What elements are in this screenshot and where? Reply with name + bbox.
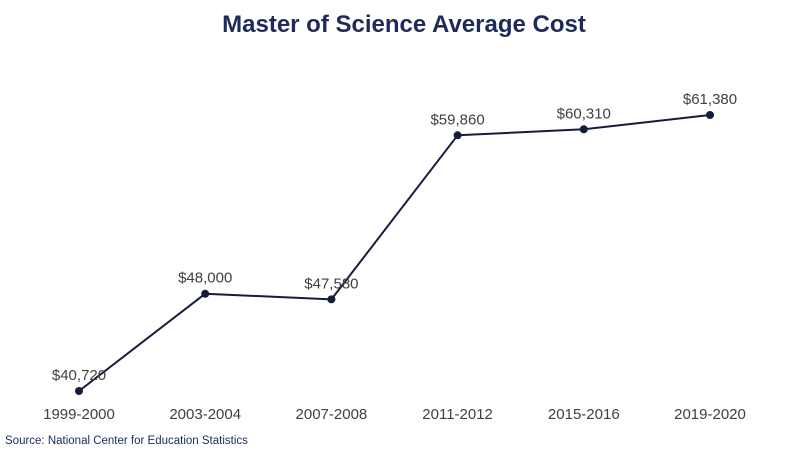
data-label-group: $40,720 $48,000 $47,580 $59,860 $60,310 $61,3… <box>52 91 737 384</box>
data-point-2003-2004 <box>201 289 210 298</box>
source-note: Source: National Center for Education St… <box>5 435 248 447</box>
data-label-2019-2020: $61,380 <box>683 91 737 108</box>
data-point-group <box>75 111 714 395</box>
x-tick-label-1999-2000: 1999-2000 <box>43 406 115 423</box>
chart-title: Master of Science Average Cost <box>222 11 586 38</box>
x-tick-label-2003-2004: 2003-2004 <box>169 406 241 423</box>
x-axis-tick-labels: 1999-2000 2003-2004 2007-2008 2011-2012 2015… <box>43 406 746 423</box>
x-tick-label-2007-2008: 2007-2008 <box>296 406 368 423</box>
x-tick-label-2011-2012: 2011-2012 <box>422 406 493 423</box>
data-point-2015-2016 <box>579 125 588 134</box>
data-point-2011-2012 <box>453 131 462 140</box>
data-point-1999-2000 <box>75 387 83 395</box>
x-tick-label-2019-2020: 2019-2020 <box>674 406 746 423</box>
data-label-2007-2008: $47,580 <box>304 275 358 292</box>
data-label-2011-2012: $59,860 <box>430 111 484 128</box>
data-point-2007-2008 <box>327 295 336 304</box>
data-label-1999-2000: $40,720 <box>52 367 106 384</box>
series-line-group <box>78 114 711 392</box>
data-label-2015-2016: $60,310 <box>557 105 611 122</box>
series-line <box>78 114 711 392</box>
data-label-2003-2004: $48,000 <box>178 270 232 287</box>
data-point-2019-2020 <box>706 111 714 119</box>
x-tick-label-2015-2016: 2015-2016 <box>548 406 620 423</box>
